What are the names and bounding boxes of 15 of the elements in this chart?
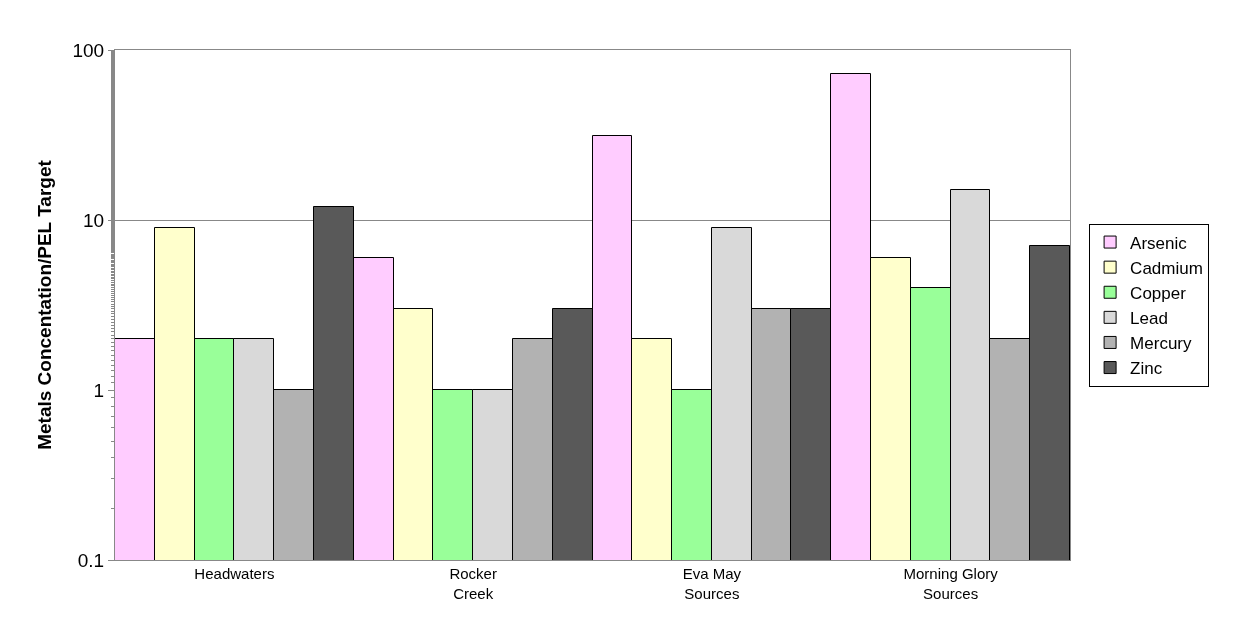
legend-label: Copper bbox=[1130, 283, 1187, 303]
y-tick-label: 0.1 bbox=[77, 549, 105, 571]
legend-label: Cadmium bbox=[1130, 258, 1203, 278]
legend-label: Arsenic bbox=[1130, 233, 1188, 253]
x-tick-label: Eva May Sources bbox=[682, 565, 742, 602]
x-tick-label: Morning Glory Sources bbox=[903, 565, 999, 602]
legend-label: Zinc bbox=[1130, 359, 1163, 379]
legend-label: Lead bbox=[1130, 308, 1168, 328]
y-tick-label: 100 bbox=[72, 39, 105, 61]
y-tick-label: 10 bbox=[83, 209, 105, 231]
legend-label: Mercury bbox=[1130, 334, 1192, 354]
y-axis-title: Metals Concentation/PEL Target bbox=[34, 159, 56, 450]
x-tick-label: Rocker Creek bbox=[449, 565, 497, 602]
y-tick-label: 1 bbox=[93, 379, 105, 401]
x-tick-label: Headwaters bbox=[194, 565, 275, 582]
